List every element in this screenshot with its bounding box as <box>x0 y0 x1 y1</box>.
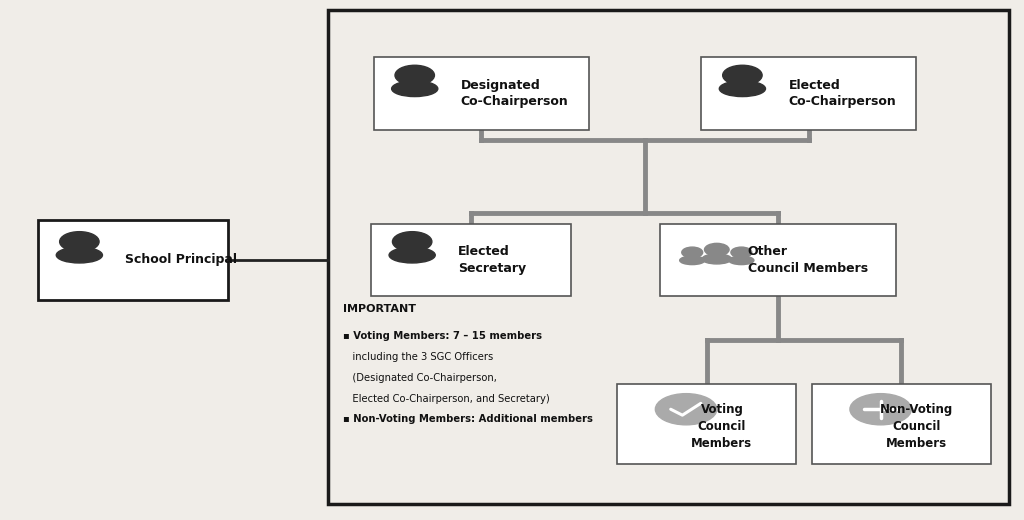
Circle shape <box>731 247 752 258</box>
Ellipse shape <box>56 247 102 263</box>
Text: Elected Co-Chairperson, and Secretary): Elected Co-Chairperson, and Secretary) <box>343 394 550 404</box>
Circle shape <box>723 66 762 85</box>
Text: ▪ Non-Voting Members: Additional members: ▪ Non-Voting Members: Additional members <box>343 414 593 424</box>
Text: School Principal: School Principal <box>126 253 238 266</box>
Text: ▪ Voting Members: 7 – 15 members: ▪ Voting Members: 7 – 15 members <box>343 331 542 341</box>
FancyBboxPatch shape <box>374 57 589 130</box>
Circle shape <box>392 232 432 252</box>
Circle shape <box>59 232 99 252</box>
Text: including the 3 SGC Officers: including the 3 SGC Officers <box>343 352 494 362</box>
Circle shape <box>682 247 702 258</box>
Text: Non-Voting
Council
Members: Non-Voting Council Members <box>880 403 953 450</box>
Ellipse shape <box>729 256 754 265</box>
Text: Elected
Co-Chairperson: Elected Co-Chairperson <box>788 79 896 108</box>
FancyBboxPatch shape <box>701 57 916 130</box>
Text: IMPORTANT: IMPORTANT <box>343 304 416 314</box>
Circle shape <box>850 394 911 425</box>
Ellipse shape <box>680 256 705 265</box>
FancyBboxPatch shape <box>39 219 227 301</box>
Text: Other
Council Members: Other Council Members <box>748 245 867 275</box>
Ellipse shape <box>391 81 438 97</box>
Ellipse shape <box>719 81 766 97</box>
FancyBboxPatch shape <box>660 224 896 296</box>
Circle shape <box>395 66 434 85</box>
FancyBboxPatch shape <box>372 224 571 296</box>
Text: (Designated Co-Chairperson,: (Designated Co-Chairperson, <box>343 373 497 383</box>
Ellipse shape <box>702 254 731 264</box>
Text: Designated
Co-Chairperson: Designated Co-Chairperson <box>461 79 568 108</box>
Text: Elected
Secretary: Elected Secretary <box>459 245 526 275</box>
Text: Voting
Council
Members: Voting Council Members <box>691 403 753 450</box>
FancyBboxPatch shape <box>811 384 991 464</box>
FancyBboxPatch shape <box>328 10 1009 504</box>
Circle shape <box>655 394 717 425</box>
Circle shape <box>705 243 729 256</box>
FancyBboxPatch shape <box>616 384 796 464</box>
Ellipse shape <box>389 247 435 263</box>
